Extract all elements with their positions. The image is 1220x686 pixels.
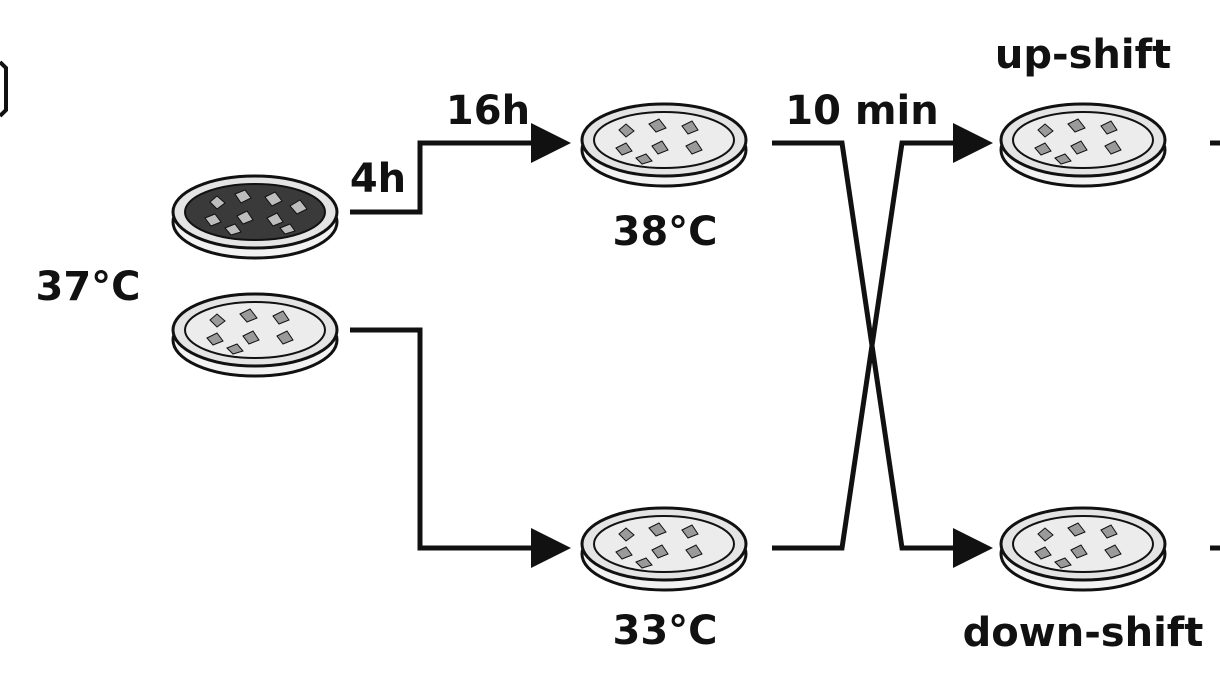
label-4h: 4h bbox=[350, 156, 406, 202]
arrow-33-to-up-shift bbox=[772, 123, 993, 551]
arrow-37-to-33 bbox=[350, 327, 571, 568]
label-down-shift: down-shift bbox=[963, 610, 1204, 656]
arrow-37-to-38 bbox=[350, 123, 571, 215]
cropped-glyph bbox=[0, 60, 8, 118]
dish-38 bbox=[580, 102, 748, 188]
label-16h: 16h bbox=[446, 88, 530, 134]
label-33c: 33°C bbox=[612, 608, 717, 654]
label-up-shift: up-shift bbox=[995, 32, 1171, 78]
label-38c: 38°C bbox=[612, 209, 717, 255]
dish-sparse-37 bbox=[171, 292, 339, 378]
dish-dense-37 bbox=[171, 174, 339, 260]
dish-down-shift bbox=[999, 506, 1167, 592]
dish-up-shift bbox=[999, 102, 1167, 188]
label-37c: 37°C bbox=[35, 264, 140, 310]
label-10min: 10 min bbox=[785, 88, 938, 134]
arrow-38-to-down-shift bbox=[772, 140, 993, 568]
dish-33 bbox=[580, 506, 748, 592]
